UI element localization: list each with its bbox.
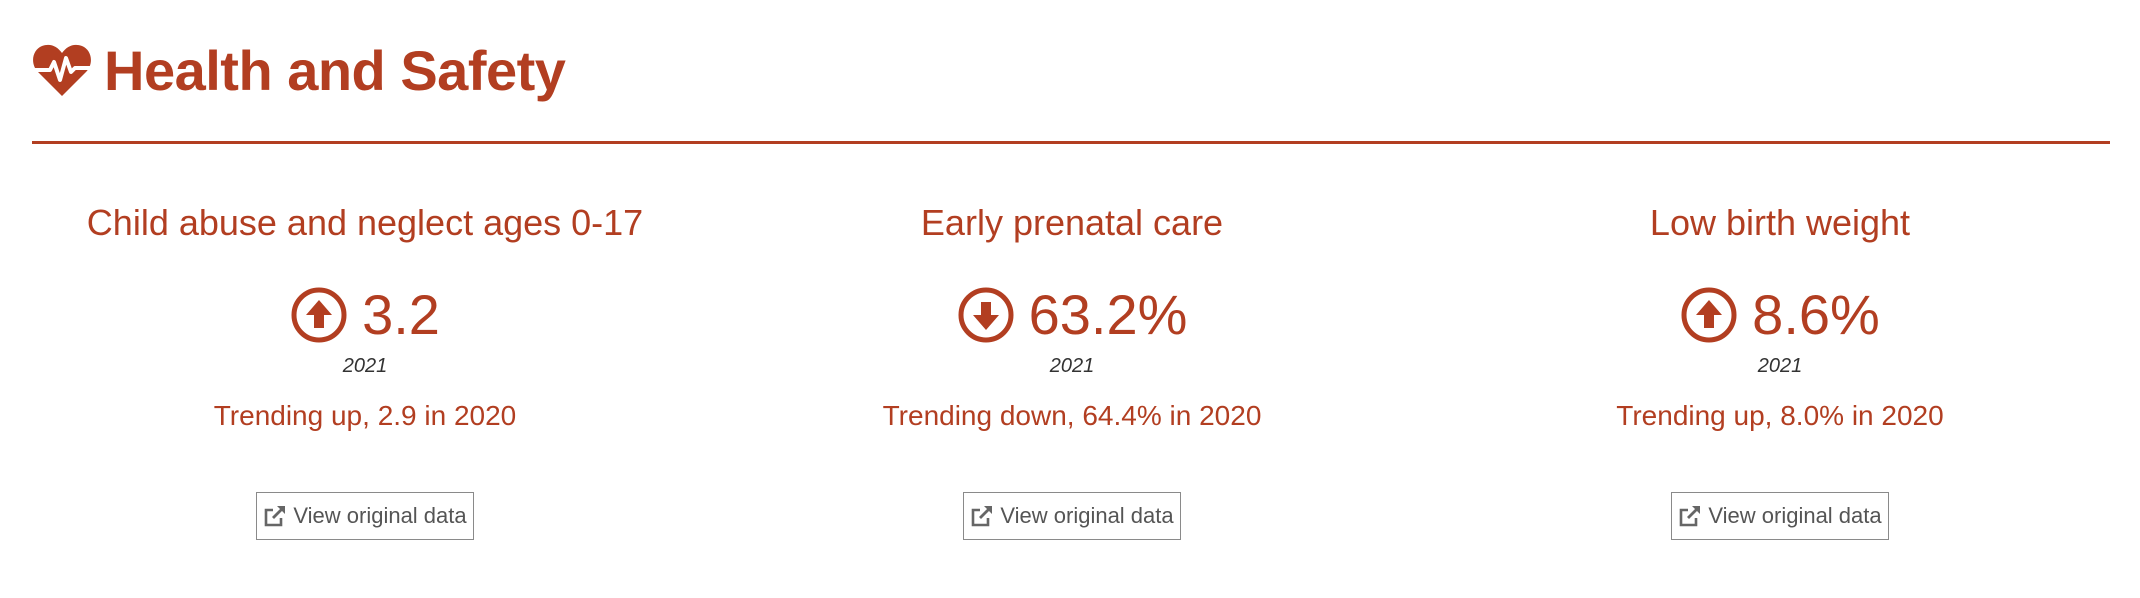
button-label: View original data [1708,503,1882,528]
arrow-circle-up-icon [1680,286,1738,344]
section-title: Health and Safety [104,38,566,102]
button-label: View original data [293,503,467,528]
indicator-trend-text: Trending up, 2.9 in 2020 [213,400,517,431]
indicator-value-row: 63.2% [722,282,1422,348]
button-label: View original data [1000,503,1174,528]
arrow-circle-up-icon [290,286,348,344]
indicator-card: Low birth weight 8.6% 2021 Trending up, … [1430,190,2130,570]
indicator-value: 3.2 [362,283,440,346]
section-header: Health and Safety [32,28,566,112]
indicator-trend-text: Trending up, 8.0% in 2020 [1616,400,1944,431]
indicator-year: 2021 [1049,355,1095,377]
indicator-value: 8.6% [1752,283,1880,346]
indicator-cards: Child abuse and neglect ages 0-17 3.2 20… [0,190,2140,570]
indicator-card: Child abuse and neglect ages 0-17 3.2 20… [15,190,715,570]
view-original-data-button[interactable]: View original data [963,492,1181,540]
indicator-year: 2021 [342,355,388,377]
indicator-title: Early prenatal care [920,202,1224,243]
indicator-card: Early prenatal care 63.2% 2021 Trending … [722,190,1422,570]
external-link-icon [1678,504,1702,528]
section-divider [32,141,2110,144]
arrow-circle-down-icon [957,286,1015,344]
external-link-icon [263,504,287,528]
indicator-title: Low birth weight [1649,202,1911,243]
indicator-year: 2021 [1757,355,1803,377]
indicator-value: 63.2% [1028,283,1188,346]
indicator-value-row: 8.6% [1430,282,2130,348]
indicator-title: Child abuse and neglect ages 0-17 [86,202,644,243]
indicator-value-row: 3.2 [15,282,715,348]
indicator-trend-text: Trending down, 64.4% in 2020 [882,400,1262,431]
view-original-data-button[interactable]: View original data [256,492,474,540]
external-link-icon [970,504,994,528]
view-original-data-button[interactable]: View original data [1671,492,1889,540]
heartbeat-icon [32,42,92,98]
